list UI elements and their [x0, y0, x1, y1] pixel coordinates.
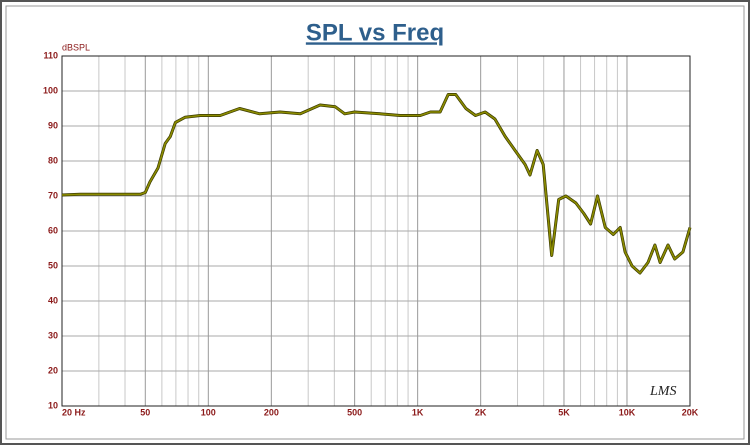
x-tick-label: 100	[201, 407, 216, 417]
y-tick-label: 100	[43, 85, 58, 95]
y-tick-label: 110	[43, 50, 58, 60]
x-tick-label: 10K	[619, 407, 636, 417]
y-tick-label: 40	[48, 295, 58, 305]
x-tick-label: 20 Hz	[62, 407, 86, 417]
x-tick-label: 50	[140, 407, 150, 417]
chart-title: SPL vs Freq	[306, 19, 444, 46]
y-tick-label: 80	[48, 155, 58, 165]
x-tick-label: 200	[264, 407, 279, 417]
y-tick-label: 60	[48, 225, 58, 235]
x-tick-label: 1K	[412, 407, 424, 417]
watermark: LMS	[649, 384, 676, 399]
line	[61, 93, 691, 274]
x-tick-label: 20K	[682, 407, 699, 417]
y-tick-label: 10	[48, 400, 58, 410]
y-tick-label: 30	[48, 330, 58, 340]
y-tick-label: 90	[48, 120, 58, 130]
y-tick-label: 50	[48, 260, 58, 270]
y-tick-label: 70	[48, 190, 58, 200]
y-axis-label: dBSPL	[62, 42, 90, 52]
y-tick-label: 20	[48, 365, 58, 375]
x-tick-label: 5K	[558, 407, 570, 417]
inner-frame	[5, 5, 745, 440]
x-tick-label: 2K	[475, 407, 487, 417]
x-tick-label: 500	[347, 407, 362, 417]
